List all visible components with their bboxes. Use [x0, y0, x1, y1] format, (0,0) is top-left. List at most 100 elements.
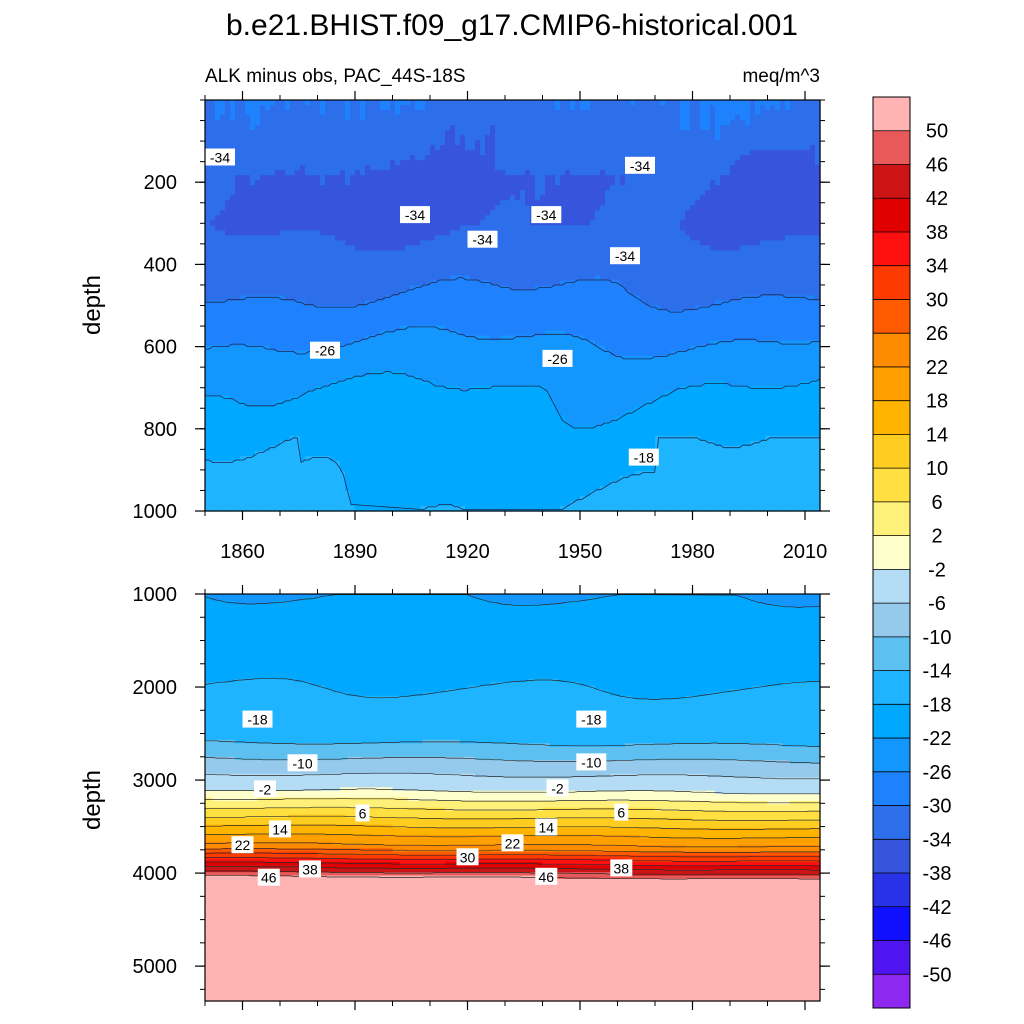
- field-cell: [410, 125, 416, 131]
- field-cell: [205, 380, 211, 387]
- field-cell: [275, 480, 281, 487]
- field-cell: [270, 240, 276, 246]
- field-cell: [445, 435, 451, 442]
- field-cell: [255, 330, 261, 337]
- field-cell: [480, 215, 486, 221]
- field-cell: [370, 500, 376, 507]
- field-cell: [440, 380, 446, 387]
- field-cell: [485, 450, 491, 457]
- field-cell: [310, 480, 316, 487]
- field-cell: [395, 105, 401, 111]
- field-cell: [475, 140, 481, 146]
- field-cell: [410, 455, 416, 462]
- field-cell: [410, 140, 416, 146]
- field-cell: [330, 195, 336, 201]
- field-cell: [365, 495, 371, 502]
- field-cell: [220, 205, 226, 211]
- field-cell: [320, 240, 326, 246]
- field-cell: [325, 190, 331, 196]
- field-cell: [310, 195, 316, 201]
- field-cell: [260, 295, 266, 302]
- field-cell: [330, 130, 336, 136]
- field-cell: [250, 210, 256, 216]
- field-cell: [310, 295, 316, 302]
- field-cell: [390, 295, 396, 302]
- field-cell: [425, 200, 431, 206]
- field-cell: [340, 410, 346, 417]
- field-cell: [365, 100, 371, 106]
- field-cell: [260, 415, 266, 422]
- field-cell: [340, 275, 346, 282]
- field-cell: [245, 130, 251, 136]
- field-cell: [320, 290, 326, 297]
- field-cell: [490, 265, 496, 272]
- field-cell: [430, 180, 436, 186]
- field-cell: [455, 210, 461, 216]
- field-cell: [250, 250, 256, 256]
- field-cell: [470, 265, 476, 272]
- field-cell: [455, 335, 461, 342]
- field-cell: [440, 165, 446, 171]
- field-cell: [500, 445, 506, 452]
- field-cell: [495, 435, 501, 442]
- field-cell: [250, 405, 256, 412]
- field-cell: [390, 170, 396, 176]
- field-cell: [215, 420, 221, 427]
- field-cell: [490, 250, 496, 256]
- field-cell: [280, 485, 286, 492]
- field-cell: [285, 290, 291, 297]
- field-cell: [430, 265, 436, 272]
- field-cell: [470, 270, 476, 277]
- field-cell: [320, 125, 326, 131]
- field-cell: [230, 475, 236, 482]
- field-cell: [390, 485, 396, 492]
- field-cell: [460, 200, 466, 206]
- field-cell: [480, 485, 486, 492]
- field-cell: [490, 345, 496, 352]
- field-cell: [210, 350, 216, 357]
- field-cell: [240, 110, 246, 116]
- field-cell: [375, 415, 381, 422]
- field-cell: [295, 470, 301, 477]
- field-cell: [480, 425, 486, 432]
- field-cell: [230, 280, 236, 287]
- field-cell: [305, 290, 311, 297]
- field-cell: [240, 145, 246, 151]
- field-cell: [265, 455, 271, 462]
- field-cell: [250, 400, 256, 407]
- field-cell: [325, 140, 331, 146]
- field-cell: [255, 110, 261, 116]
- field-cell: [230, 440, 236, 447]
- field-cell: [235, 370, 241, 377]
- field-cell: [225, 445, 231, 452]
- field-cell: [280, 480, 286, 487]
- field-cell: [495, 330, 501, 337]
- field-cell: [270, 215, 276, 221]
- field-cell: [250, 285, 256, 292]
- field-cell: [400, 400, 406, 407]
- field-cell: [370, 445, 376, 452]
- field-cell: [355, 260, 361, 266]
- field-cell: [265, 305, 271, 312]
- field-cell: [420, 265, 426, 272]
- field-cell: [225, 215, 231, 221]
- field-cell: [395, 435, 401, 442]
- field-cell: [265, 250, 271, 256]
- field-cell: [355, 390, 361, 397]
- field-cell: [290, 200, 296, 206]
- field-cell: [335, 185, 341, 191]
- field-cell: [410, 480, 416, 487]
- field-cell: [260, 330, 266, 337]
- field-cell: [480, 360, 486, 367]
- field-cell: [215, 180, 221, 186]
- field-cell: [280, 280, 286, 287]
- field-cell: [440, 150, 446, 156]
- field-cell: [445, 120, 451, 126]
- field-cell: [230, 430, 236, 437]
- field-cell: [335, 125, 341, 131]
- field-cell: [415, 110, 421, 116]
- field-cell: [315, 440, 321, 447]
- field-cell: [205, 130, 211, 136]
- field-cell: [275, 175, 281, 181]
- field-cell: [480, 340, 486, 347]
